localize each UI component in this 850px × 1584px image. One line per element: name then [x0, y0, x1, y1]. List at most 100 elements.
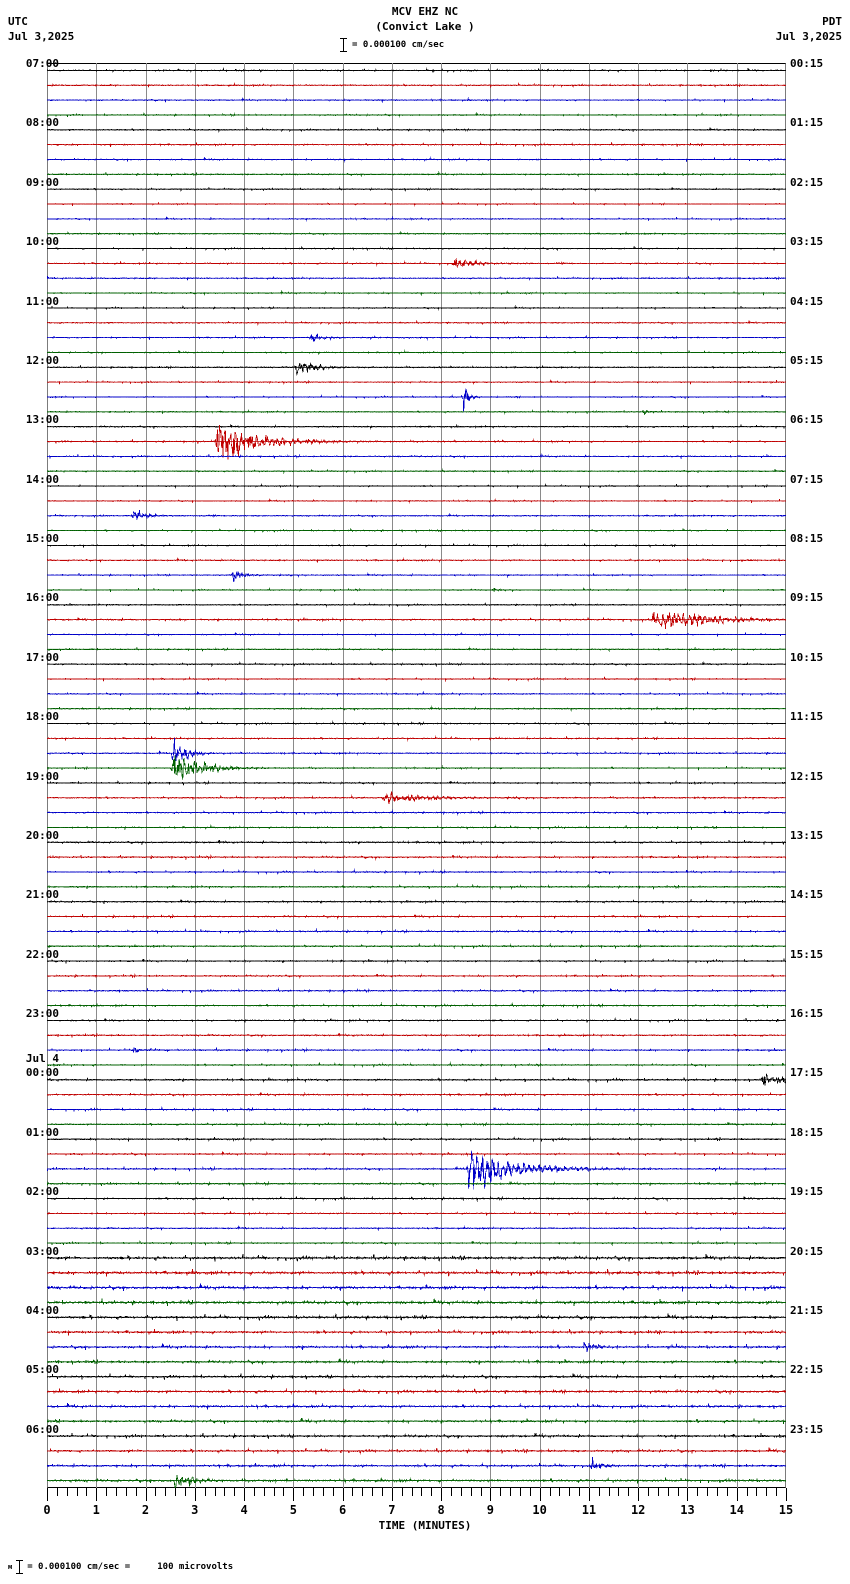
- pdt-time-label-13-15: 13:15: [790, 828, 824, 842]
- x-tick-major-8: [441, 1488, 443, 1501]
- trace-row-10: [47, 215, 786, 222]
- trace-row-18: [47, 333, 786, 342]
- x-tick-minor: [372, 1488, 374, 1496]
- x-tick-minor: [411, 1488, 413, 1496]
- x-tick-minor: [155, 1488, 157, 1496]
- trace-row-20: [47, 362, 786, 376]
- pdt-time-label-05-15: 05:15: [790, 353, 824, 367]
- utc-time-label-15-00: 15:00: [25, 532, 59, 545]
- pdt-time-label-10-15: 10:15: [790, 650, 824, 664]
- utc-time-label-18-00: 18:00: [25, 710, 59, 724]
- utc-time-label-19-00: 19:00: [25, 769, 59, 783]
- trace-row-26: [47, 453, 786, 460]
- pdt-time-label-14-15: 14:15: [790, 888, 824, 902]
- x-tick-minor: [470, 1488, 472, 1496]
- x-tick-minor: [766, 1488, 768, 1496]
- trace-row-27: [47, 468, 786, 475]
- trace-row-13: [47, 258, 786, 269]
- header-station-block: MCV EHZ NC (Convict Lake ): [0, 4, 850, 34]
- trace-row-60: [47, 957, 786, 965]
- utc-time-label-01-00: 01:00: [25, 1125, 59, 1139]
- pdt-time-label-07-15: 07:15: [790, 472, 824, 486]
- pdt-time-label-19-15: 19:15: [790, 1185, 824, 1199]
- x-tick-minor: [175, 1488, 177, 1496]
- trace-row-90: [47, 1402, 786, 1410]
- x-axis-label-5: 5: [289, 1503, 297, 1517]
- trace-row-69: [47, 1091, 786, 1099]
- x-axis-label-0: 0: [43, 1503, 51, 1517]
- trace-row-81: [47, 1268, 786, 1277]
- trace-row-34: [47, 571, 786, 583]
- trace-row-91: [47, 1417, 786, 1425]
- utc-time-label-12-00: 12:00: [25, 353, 59, 367]
- trace-row-57: [47, 913, 786, 920]
- utc-time-label-09-00: 09:00: [25, 175, 59, 189]
- pdt-time-label-11-15: 11:15: [790, 710, 824, 724]
- pdt-time-label-12-15: 12:15: [790, 769, 824, 783]
- x-axis-title: TIME (MINUTES): [378, 1519, 472, 1532]
- trace-row-40: [47, 660, 786, 668]
- pdt-time-label-17-15: 17:15: [790, 1066, 824, 1080]
- utc-time-label-11-00: 11:00: [25, 294, 59, 308]
- trace-row-82: [47, 1283, 786, 1292]
- x-tick-minor: [322, 1488, 324, 1496]
- trace-row-2: [47, 96, 786, 104]
- x-axis-label-14: 14: [729, 1503, 744, 1517]
- pdt-time-label-20-15: 20:15: [790, 1244, 824, 1258]
- x-tick-minor: [431, 1488, 433, 1496]
- trace-row-6: [47, 156, 786, 163]
- x-tick-minor: [746, 1488, 748, 1496]
- x-tick-minor: [519, 1488, 521, 1496]
- gridline-minute-9: [490, 63, 492, 1488]
- trace-row-56: [47, 898, 786, 905]
- trace-row-85: [47, 1328, 786, 1336]
- trace-row-58: [47, 927, 786, 935]
- pdt-date-label: Jul 3,2025: [775, 30, 842, 43]
- x-tick-major-5: [293, 1488, 295, 1501]
- x-tick-major-13: [687, 1488, 689, 1501]
- trace-row-32: [47, 542, 786, 549]
- trace-row-35: [47, 587, 786, 593]
- x-axis-label-13: 13: [680, 1503, 695, 1517]
- utc-time-label-05-00: 05:00: [25, 1363, 59, 1377]
- trace-row-42: [47, 690, 786, 697]
- gridline-minute-10: [539, 63, 541, 1488]
- trace-row-67: [47, 1061, 786, 1069]
- x-tick-minor: [776, 1488, 778, 1496]
- trace-row-1: [47, 82, 786, 89]
- trace-row-59: [47, 942, 786, 950]
- trace-row-22: [47, 387, 786, 413]
- trace-row-89: [47, 1387, 786, 1395]
- trace-row-41: [47, 676, 786, 683]
- x-tick-minor: [303, 1488, 305, 1496]
- helicorder-plot[interactable]: [47, 63, 786, 1488]
- x-tick-major-1: [96, 1488, 98, 1501]
- station-name-label: (Convict Lake ): [375, 20, 475, 33]
- trace-row-43: [47, 705, 786, 712]
- x-tick-minor: [648, 1488, 650, 1496]
- trace-row-64: [47, 1016, 786, 1024]
- trace-row-73: [47, 1151, 786, 1158]
- trace-row-3: [47, 111, 786, 118]
- pdt-time-label-00-15: 00:15: [790, 57, 824, 70]
- x-tick-minor: [184, 1488, 186, 1496]
- pdt-time-label-18-15: 18:15: [790, 1125, 824, 1139]
- x-tick-major-3: [194, 1488, 196, 1501]
- trace-row-46: [47, 738, 786, 761]
- x-tick-major-6: [342, 1488, 344, 1501]
- gridline-minute-13: [687, 63, 689, 1488]
- trace-row-21: [47, 379, 786, 385]
- pdt-time-label-22-15: 22:15: [790, 1363, 824, 1377]
- gridline-minute-14: [736, 63, 738, 1488]
- x-tick-minor: [608, 1488, 610, 1496]
- trace-row-80: [47, 1253, 786, 1262]
- utc-time-label-00-00: 00:00: [25, 1066, 59, 1080]
- gridline-minute-4: [244, 63, 246, 1488]
- trace-row-14: [47, 275, 786, 282]
- pdt-time-label-02-15: 02:15: [790, 175, 824, 189]
- x-tick-minor: [529, 1488, 531, 1496]
- trace-row-86: [47, 1342, 786, 1353]
- utc-time-label-07-00: 07:00: [25, 57, 59, 70]
- x-tick-minor: [135, 1488, 137, 1496]
- x-tick-minor: [224, 1488, 226, 1496]
